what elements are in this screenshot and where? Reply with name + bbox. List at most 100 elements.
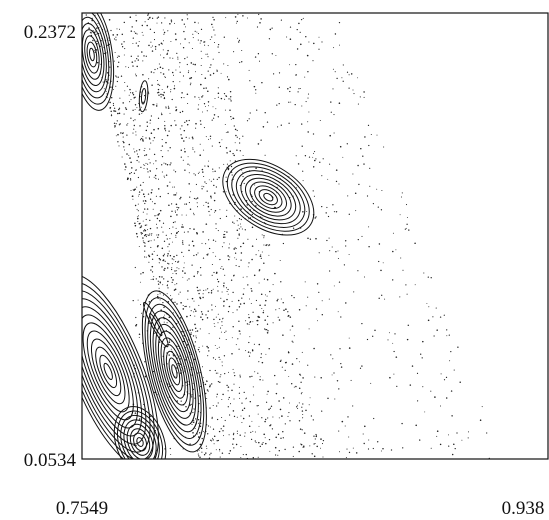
- chaos-point: [285, 361, 287, 364]
- chaos-point: [140, 225, 143, 227]
- chaos-point: [389, 376, 391, 379]
- chaos-point: [309, 238, 312, 240]
- chaos-point: [126, 153, 128, 155]
- chaos-point: [388, 332, 390, 334]
- chaos-point: [182, 243, 184, 245]
- chaos-point: [119, 97, 121, 99]
- chaos-point: [261, 361, 264, 364]
- chaos-point: [223, 242, 225, 244]
- chaos-point: [157, 236, 159, 239]
- chaos-point: [172, 186, 173, 188]
- chaos-point: [185, 136, 187, 139]
- chaos-point: [137, 176, 140, 179]
- chaos-point: [132, 65, 134, 67]
- chaos-point: [233, 398, 235, 400]
- chaos-point: [213, 443, 215, 445]
- chaos-point: [168, 243, 170, 245]
- chaos-point: [241, 402, 243, 404]
- chaos-point: [196, 286, 199, 289]
- chaos-point: [144, 245, 146, 247]
- chaos-point: [272, 73, 275, 75]
- chaos-point: [142, 220, 144, 222]
- chaos-point: [400, 257, 402, 259]
- chaos-point: [137, 55, 139, 57]
- chaos-point: [292, 227, 295, 229]
- chaos-point: [216, 278, 219, 280]
- chaos-point: [345, 457, 347, 459]
- chaos-point: [486, 432, 488, 434]
- chaos-point: [144, 147, 146, 149]
- chaos-point: [337, 257, 339, 260]
- chaos-point: [250, 438, 253, 441]
- chaos-point: [126, 178, 129, 181]
- chaos-point: [202, 430, 204, 432]
- chaos-point: [234, 252, 237, 254]
- chaos-point: [199, 266, 202, 269]
- chaos-point: [174, 221, 176, 223]
- chaos-point: [121, 156, 123, 158]
- chaos-point: [157, 88, 160, 91]
- chaos-point: [405, 227, 407, 229]
- chaos-point: [264, 420, 266, 423]
- chaos-point: [229, 96, 232, 98]
- chaos-point: [163, 306, 165, 309]
- chaos-point: [226, 209, 228, 211]
- chaos-point: [163, 57, 165, 59]
- chaos-point: [219, 318, 221, 321]
- chaos-point: [192, 411, 194, 414]
- chaos-point: [260, 257, 262, 259]
- chaos-point: [117, 76, 119, 78]
- chaos-point: [145, 236, 147, 238]
- chaos-point: [239, 223, 241, 225]
- chaos-point: [193, 311, 195, 313]
- chaos-point: [152, 208, 154, 210]
- chaos-point: [190, 191, 192, 193]
- chaos-point: [298, 387, 301, 389]
- chaos-point: [233, 248, 235, 250]
- chaos-point: [171, 263, 173, 265]
- chaos-point: [135, 73, 137, 75]
- chaos-point: [314, 376, 316, 378]
- chaos-point: [151, 17, 154, 19]
- chaos-point: [216, 178, 218, 181]
- chaos-point: [363, 442, 365, 445]
- chaos-point: [189, 77, 191, 80]
- chaos-point: [176, 192, 178, 194]
- chaos-point: [144, 256, 146, 258]
- chaos-point: [149, 170, 151, 172]
- chaos-point: [124, 81, 126, 84]
- chaos-point: [170, 124, 172, 127]
- chaos-point: [193, 300, 195, 302]
- chaos-point: [143, 230, 145, 232]
- chaos-point: [420, 353, 422, 355]
- chaos-point: [96, 61, 99, 64]
- chaos-point: [288, 402, 290, 404]
- chaos-point: [383, 146, 385, 148]
- chaos-point: [215, 255, 217, 257]
- chaos-point: [238, 265, 240, 268]
- chaos-point: [233, 432, 235, 435]
- chaos-point: [181, 137, 183, 140]
- chaos-point: [406, 217, 408, 218]
- chaos-point: [143, 404, 144, 405]
- chaos-point: [257, 53, 260, 55]
- chaos-point: [249, 352, 251, 354]
- chaos-point: [137, 299, 139, 301]
- chaos-point: [138, 41, 140, 42]
- chaos-point: [171, 98, 173, 101]
- chaos-point: [232, 438, 235, 440]
- chaos-point: [215, 227, 217, 230]
- chaos-point: [182, 240, 184, 242]
- chaos-point: [162, 231, 164, 233]
- chaos-point: [261, 169, 263, 171]
- chaos-point: [149, 162, 151, 164]
- chaos-point: [217, 402, 219, 404]
- chaos-point: [406, 223, 408, 225]
- chaos-point: [124, 90, 126, 92]
- chaos-point: [259, 255, 261, 257]
- chaos-point: [259, 304, 261, 306]
- chaos-point: [406, 293, 408, 295]
- chaos-point: [162, 254, 165, 257]
- chaos-point: [201, 96, 203, 98]
- chaos-point: [201, 188, 203, 190]
